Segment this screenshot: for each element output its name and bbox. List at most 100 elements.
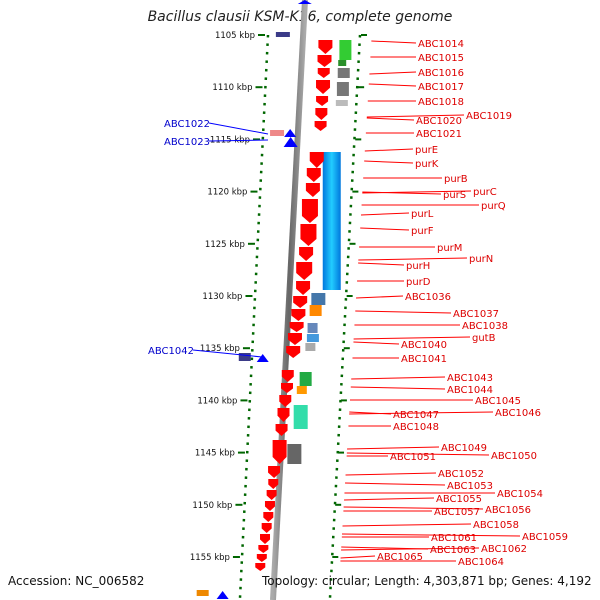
tick-label: 1150 kbp	[192, 501, 232, 511]
gene-label[interactable]: ABC1040	[401, 340, 447, 351]
gene-arrow	[316, 80, 331, 94]
gene-label[interactable]: ABC1021	[416, 129, 462, 140]
gene-label[interactable]: ABC1050	[491, 451, 537, 462]
gene-label[interactable]: ABC1048	[393, 422, 439, 433]
gene-label[interactable]: ABC1056	[485, 505, 531, 516]
gene-arrow	[266, 490, 277, 500]
cog-block	[287, 444, 302, 464]
chromosome-backbone	[270, 0, 308, 600]
gene-label[interactable]: ABC1046	[495, 408, 541, 419]
label-leader	[366, 117, 415, 121]
gene-label[interactable]: ABC1041	[401, 354, 447, 365]
label-leader	[355, 310, 452, 314]
cog-block	[196, 590, 209, 596]
cog-block	[322, 152, 341, 290]
gene-arrow	[216, 591, 229, 599]
gene-label[interactable]: ABC1045	[475, 396, 521, 407]
label-leader	[358, 257, 468, 261]
gene-arrows[interactable]	[216, 0, 333, 599]
gene-label[interactable]: ABC1036	[405, 292, 451, 303]
tick-label: 1135 kbp	[200, 344, 240, 354]
gene-label[interactable]: ABC1061	[431, 533, 477, 544]
gene-label[interactable]: ABC1058	[473, 520, 519, 531]
gene-label[interactable]: ABC1023	[164, 137, 210, 148]
label-leader	[364, 160, 414, 164]
gene-label[interactable]: ABC1018	[418, 97, 464, 108]
gene-arrow	[272, 440, 287, 464]
tick-label: 1105 kbp	[215, 31, 255, 41]
gene-arrow	[296, 281, 311, 295]
gene-label[interactable]: ABC1049	[441, 443, 487, 454]
gene-label[interactable]: ABC1053	[447, 481, 493, 492]
gene-label[interactable]: purM	[437, 243, 462, 254]
cog-block	[336, 82, 349, 96]
tick-label: 1120 kbp	[207, 188, 247, 198]
gene-label[interactable]: purH	[406, 261, 430, 272]
track-borders	[238, 34, 362, 599]
gene-label[interactable]: ABC1014	[418, 39, 464, 50]
gene-label[interactable]: ABC1065	[377, 552, 423, 563]
gene-label[interactable]: ABC1022	[164, 119, 210, 130]
gene-label[interactable]: ABC1019	[466, 111, 512, 122]
gene-arrow	[268, 479, 279, 489]
gene-arrow	[275, 424, 288, 436]
gene-arrow	[300, 224, 317, 246]
gene-label[interactable]: purB	[444, 174, 468, 185]
gene-label[interactable]: ABC1043	[447, 373, 493, 384]
label-leader	[344, 497, 435, 501]
gene-label[interactable]: purF	[411, 226, 434, 237]
gene-label[interactable]: purD	[406, 277, 431, 288]
gene-label[interactable]: ABC1038	[462, 321, 508, 332]
gene-label[interactable]: ABC1016	[418, 68, 464, 79]
cog-block	[339, 40, 352, 60]
gene-label[interactable]: purQ	[481, 201, 506, 212]
cog-block	[238, 353, 251, 361]
gene-arrow	[314, 121, 327, 131]
gene-label[interactable]: gutB	[472, 333, 496, 344]
gene-label[interactable]: purS	[443, 190, 466, 201]
label-leader	[360, 227, 410, 231]
label-leader	[192, 349, 263, 358]
gene-label[interactable]: ABC1062	[481, 544, 527, 555]
gene-label[interactable]: purL	[411, 209, 434, 220]
gene-label[interactable]: ABC1051	[390, 452, 436, 463]
gene-label[interactable]: ABC1059	[522, 532, 568, 543]
gene-label[interactable]: ABC1047	[393, 410, 439, 421]
label-leader	[349, 411, 494, 415]
cog-block	[275, 32, 290, 37]
gene-label[interactable]: ABC1020	[416, 116, 462, 127]
gene-label[interactable]: purK	[415, 159, 439, 170]
gene-arrow	[293, 296, 308, 308]
tick-label: 1110 kbp	[212, 83, 252, 93]
gene-label[interactable]: ABC1063	[430, 545, 476, 556]
gene-label[interactable]: ABC1064	[458, 557, 504, 568]
gene-arrow	[287, 333, 302, 345]
cog-block	[335, 100, 348, 106]
gene-arrow	[264, 501, 275, 511]
gene-label[interactable]: ABC1054	[497, 489, 543, 500]
gene-label[interactable]: ABC1042	[148, 346, 194, 357]
gene-arrow	[255, 563, 266, 571]
cog-block	[338, 60, 347, 66]
gene-label[interactable]: ABC1017	[418, 82, 464, 93]
gene-arrow	[318, 40, 333, 54]
gene-labels[interactable]: ABC1014ABC1015ABC1016ABC1017ABC1018ABC10…	[148, 39, 568, 568]
gene-label[interactable]: ABC1037	[453, 309, 499, 320]
gene-label[interactable]: ABC1055	[436, 494, 482, 505]
label-leader	[342, 523, 472, 527]
gene-label[interactable]: ABC1015	[418, 53, 464, 64]
left-track-border	[238, 34, 270, 599]
gene-label[interactable]: ABC1057	[434, 507, 480, 518]
gene-arrow	[317, 55, 332, 67]
cog-block	[270, 130, 285, 136]
accession-label: Accession: NC_006582	[8, 574, 145, 588]
gene-label[interactable]: ABC1052	[438, 469, 484, 480]
gene-label[interactable]: purN	[469, 254, 493, 265]
gene-label[interactable]: ABC1044	[447, 385, 493, 396]
gene-label[interactable]: purE	[415, 145, 438, 156]
cog-block	[293, 405, 308, 429]
label-leader	[356, 295, 404, 299]
label-leader	[345, 472, 437, 476]
gene-label[interactable]: purC	[473, 187, 497, 198]
